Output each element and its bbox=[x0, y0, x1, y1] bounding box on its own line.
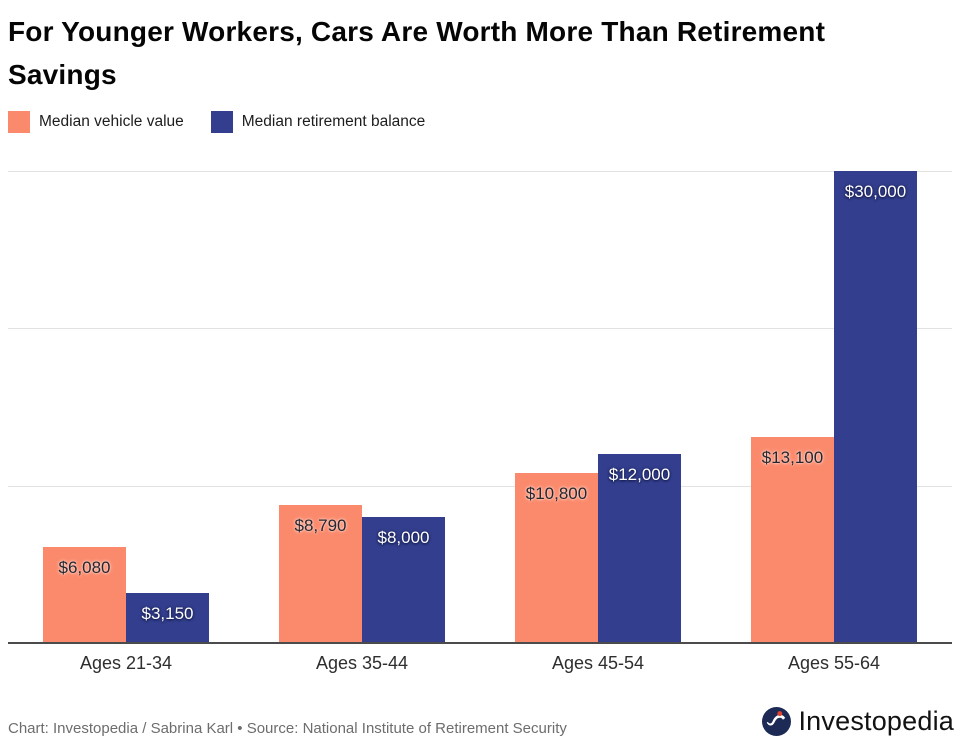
x-axis-label-ages-55-64: Ages 55-64 bbox=[787, 653, 881, 673]
x-axis-label-ages-21-34: Ages 21-34 bbox=[79, 653, 173, 673]
bar-median-retirement-balance-ages-21-34 bbox=[126, 593, 209, 643]
bar-median-vehicle-value-ages-35-44 bbox=[279, 505, 362, 643]
gridline-20000 bbox=[8, 328, 952, 329]
gridline-30000 bbox=[8, 171, 952, 172]
chart-title: For Younger Workers, Cars Are Worth More… bbox=[8, 16, 826, 90]
value-label-median-retirement-balance-ages-35-44: $8,000 bbox=[377, 528, 430, 547]
bar-median-retirement-balance-ages-35-44 bbox=[362, 517, 445, 643]
gridline-10000 bbox=[8, 486, 952, 487]
investopedia-logo: Investopedia bbox=[762, 706, 954, 737]
legend-swatch-vehicle-value bbox=[8, 111, 30, 133]
value-label-median-retirement-balance-ages-55-64: $30,000 bbox=[844, 182, 907, 201]
value-label-median-vehicle-value-ages-45-54: $10,800 bbox=[525, 484, 588, 503]
legend-swatch-retirement-balance bbox=[210, 111, 233, 133]
bar-median-retirement-balance-ages-55-64 bbox=[834, 171, 917, 643]
value-label-median-vehicle-value-ages-35-44: $8,790 bbox=[294, 516, 347, 535]
legend-label-vehicle-value: Median vehicle value bbox=[39, 113, 184, 130]
investopedia-logo-text: Investopedia bbox=[798, 706, 954, 736]
chart-credit: Chart: Investopedia / Sabrina Karl • Sou… bbox=[8, 720, 567, 737]
legend-label-retirement-balance: Median retirement balance bbox=[241, 113, 426, 130]
bar-median-vehicle-value-ages-55-64 bbox=[751, 437, 834, 643]
value-label-median-vehicle-value-ages-55-64: $13,100 bbox=[761, 448, 824, 467]
legend: Median vehicle value Median retirement b… bbox=[8, 111, 425, 133]
bar-median-retirement-balance-ages-45-54 bbox=[598, 454, 681, 643]
legend-item-retirement-balance: Median retirement balance bbox=[210, 111, 426, 133]
bar-median-vehicle-value-ages-45-54 bbox=[515, 473, 598, 643]
bar-median-vehicle-value-ages-21-34 bbox=[43, 547, 126, 643]
value-label-median-retirement-balance-ages-21-34: $3,150 bbox=[141, 604, 194, 623]
x-axis-line bbox=[8, 642, 952, 644]
x-axis-label-ages-35-44: Ages 35-44 bbox=[315, 653, 409, 673]
investopedia-logo-icon bbox=[762, 707, 792, 736]
value-label-median-retirement-balance-ages-45-54: $12,000 bbox=[608, 465, 671, 484]
legend-item-vehicle-value: Median vehicle value bbox=[8, 111, 184, 133]
x-axis-label-ages-45-54: Ages 45-54 bbox=[551, 653, 645, 673]
value-label-median-vehicle-value-ages-21-34: $6,080 bbox=[58, 558, 111, 577]
